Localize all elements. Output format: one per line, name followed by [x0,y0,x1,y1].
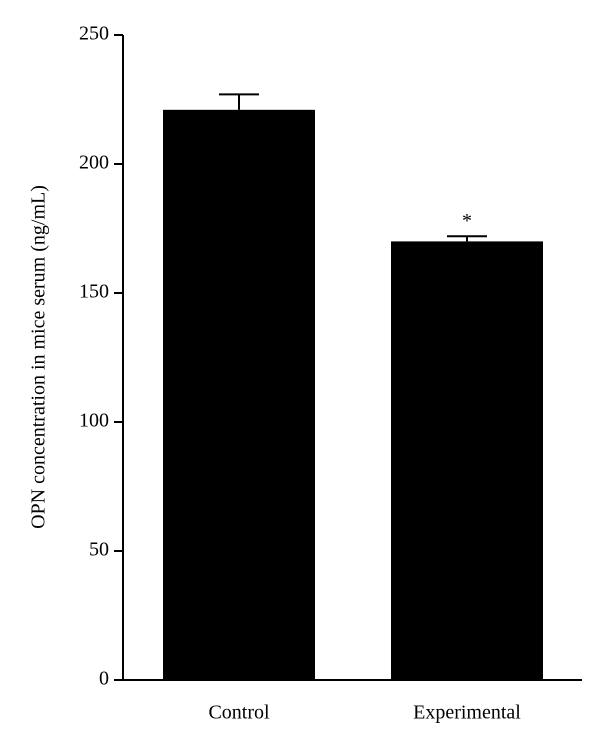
y-tick-label: 150 [79,281,109,303]
y-axis-label: OPN concentration in mice serum (ng/mL) [28,185,50,529]
y-tick-label: 50 [89,539,109,561]
y-tick-label: 200 [79,152,109,174]
x-tick-label: Control [208,702,270,724]
y-tick-label: 250 [79,23,109,45]
bar [163,109,315,680]
y-tick-label: 0 [99,668,109,690]
bar [391,241,543,680]
y-tick-label: 100 [79,410,109,432]
significance-marker: * [462,210,472,232]
x-tick-label: Experimental [413,702,521,724]
